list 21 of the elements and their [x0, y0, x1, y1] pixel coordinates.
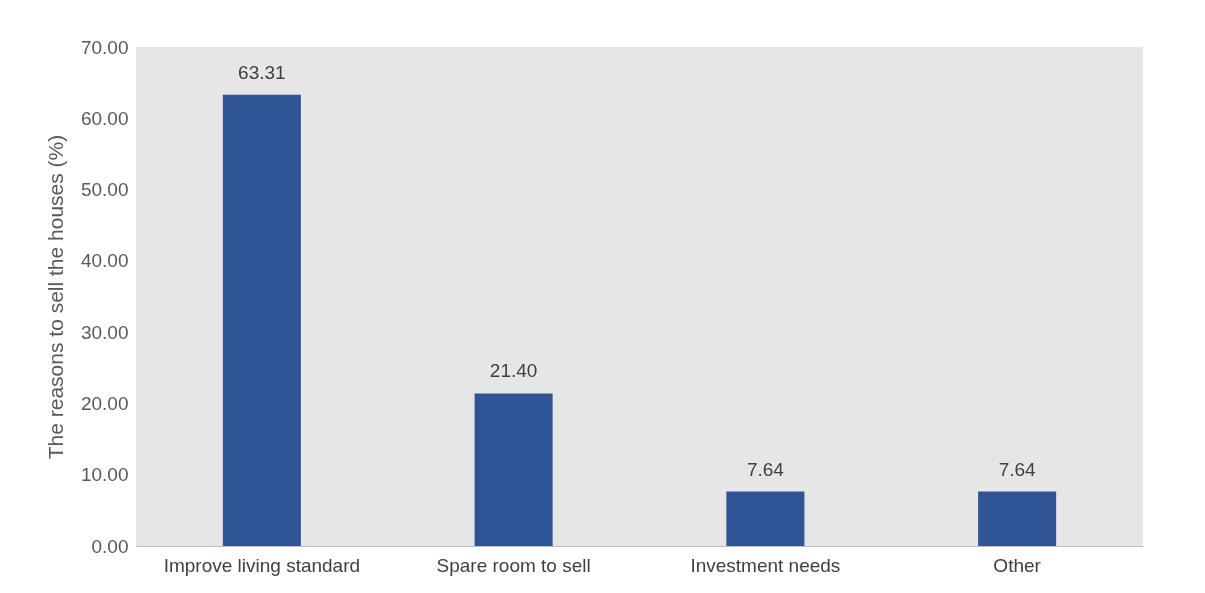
- y-tick-label: 40.00: [80, 250, 129, 272]
- bar: [978, 491, 1057, 546]
- data-label: 7.64: [746, 458, 785, 480]
- y-tick-label: 70.00: [80, 36, 129, 58]
- bar: [474, 393, 553, 546]
- x-tick-label: Spare room to sell: [436, 554, 591, 576]
- data-label: 7.64: [998, 458, 1037, 480]
- x-tick-label: Other: [993, 554, 1042, 576]
- y-tick-label: 20.00: [80, 392, 129, 414]
- y-axis-title: The reasons to sell the houses (%): [43, 134, 67, 460]
- bar: [222, 94, 301, 546]
- y-tick-label: 10.00: [80, 464, 129, 486]
- data-label: 21.40: [489, 360, 538, 382]
- y-tick-label: 30.00: [80, 321, 129, 343]
- y-tick-label: 0.00: [91, 535, 129, 557]
- bar: [726, 491, 805, 546]
- y-tick-label: 60.00: [80, 107, 129, 129]
- x-tick-label: Improve living standard: [163, 554, 361, 576]
- x-tick-label: Investment needs: [690, 554, 841, 576]
- data-label: 63.31: [238, 61, 286, 83]
- y-tick-label: 50.00: [80, 179, 129, 201]
